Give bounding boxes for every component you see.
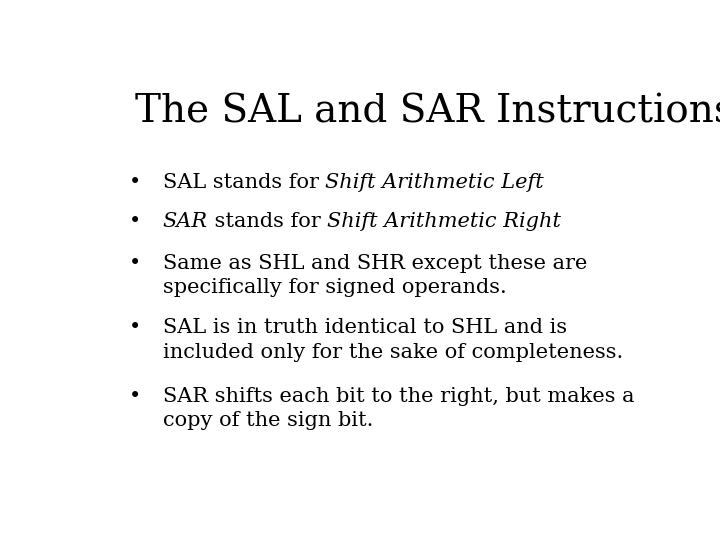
Text: •: • bbox=[129, 212, 141, 232]
Text: Shift Arithmetic Left: Shift Arithmetic Left bbox=[325, 173, 544, 192]
Text: •: • bbox=[129, 319, 141, 338]
Text: •: • bbox=[129, 173, 141, 192]
Text: Shift Arithmetic Right: Shift Arithmetic Right bbox=[327, 212, 561, 232]
Text: SAL stands for: SAL stands for bbox=[163, 173, 325, 192]
Text: •: • bbox=[129, 254, 141, 273]
Text: The SAL and SAR Instructions: The SAL and SAR Instructions bbox=[135, 94, 720, 131]
Text: Same as SHL and SHR except these are
specifically for signed operands.: Same as SHL and SHR except these are spe… bbox=[163, 254, 587, 297]
Text: stands for: stands for bbox=[207, 212, 327, 232]
Text: SAR: SAR bbox=[163, 212, 207, 232]
Text: •: • bbox=[129, 387, 141, 406]
Text: SAL is in truth identical to SHL and is
included only for the sake of completene: SAL is in truth identical to SHL and is … bbox=[163, 319, 623, 362]
Text: SAR shifts each bit to the right, but makes a
copy of the sign bit.: SAR shifts each bit to the right, but ma… bbox=[163, 387, 634, 430]
